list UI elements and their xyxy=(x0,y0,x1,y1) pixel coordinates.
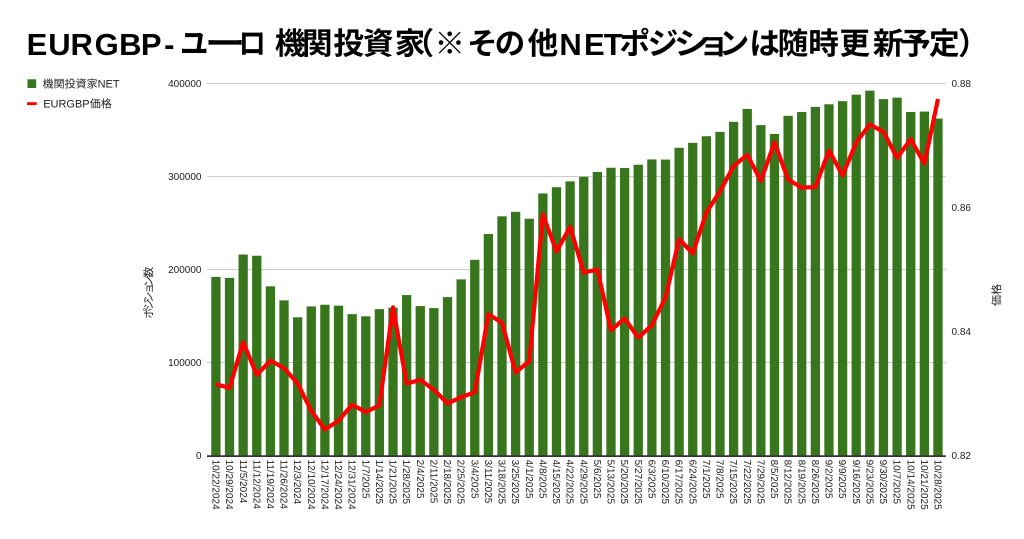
svg-text:8/26/2025: 8/26/2025 xyxy=(809,460,820,505)
svg-text:200000: 200000 xyxy=(168,265,202,276)
svg-text:7/15/2025: 7/15/2025 xyxy=(727,460,738,505)
svg-text:5/27/2025: 5/27/2025 xyxy=(632,460,643,505)
svg-text:8/19/2025: 8/19/2025 xyxy=(795,460,806,505)
svg-text:4/29/2025: 4/29/2025 xyxy=(577,460,588,505)
svg-text:10/7/2025: 10/7/2025 xyxy=(891,460,902,505)
svg-text:3/18/2025: 3/18/2025 xyxy=(496,460,507,505)
svg-text:0.86: 0.86 xyxy=(952,203,972,214)
svg-text:7/22/2025: 7/22/2025 xyxy=(741,460,752,505)
svg-text:0.82: 0.82 xyxy=(952,451,972,462)
svg-text:T: T xyxy=(604,27,623,62)
svg-text:12/10/2024: 12/10/2024 xyxy=(305,460,316,510)
svg-text:3/11/2025: 3/11/2025 xyxy=(482,460,493,504)
svg-text:0.84: 0.84 xyxy=(952,327,972,338)
svg-text:11/5/2024: 11/5/2024 xyxy=(237,460,248,504)
svg-text:9/2/2025: 9/2/2025 xyxy=(823,460,834,499)
svg-text:R: R xyxy=(71,27,93,62)
svg-text:300000: 300000 xyxy=(168,172,202,183)
svg-text:12/31/2024: 12/31/2024 xyxy=(346,460,357,510)
svg-text:9/16/2025: 9/16/2025 xyxy=(850,460,861,505)
svg-text:7/1/2025: 7/1/2025 xyxy=(700,460,711,499)
svg-text:12/3/2024: 12/3/2024 xyxy=(291,460,302,505)
svg-text:9/23/2025: 9/23/2025 xyxy=(863,460,874,505)
svg-text:10/29/2024: 10/29/2024 xyxy=(223,460,234,510)
svg-text:10/22/2024: 10/22/2024 xyxy=(210,460,221,510)
svg-text:1/21/2025: 1/21/2025 xyxy=(387,460,398,505)
svg-text:5/20/2025: 5/20/2025 xyxy=(618,460,629,505)
svg-text:6/24/2025: 6/24/2025 xyxy=(686,460,697,505)
svg-text:8/5/2025: 8/5/2025 xyxy=(768,460,779,499)
svg-text:2/25/2025: 2/25/2025 xyxy=(455,460,466,505)
svg-text:11/19/2024: 11/19/2024 xyxy=(264,460,275,510)
svg-text:100000: 100000 xyxy=(168,358,202,369)
svg-text:E: E xyxy=(584,27,605,62)
svg-text:7/8/2025: 7/8/2025 xyxy=(714,460,725,499)
svg-text:B: B xyxy=(119,27,141,62)
svg-text:-: - xyxy=(164,27,174,62)
svg-text:400000: 400000 xyxy=(168,79,202,90)
svg-text:1/7/2025: 1/7/2025 xyxy=(359,460,370,499)
svg-text:4/15/2025: 4/15/2025 xyxy=(550,460,561,505)
svg-text:10/28/2025: 10/28/2025 xyxy=(932,460,943,510)
svg-text:5/6/2025: 5/6/2025 xyxy=(591,460,602,499)
svg-text:P: P xyxy=(141,27,162,62)
svg-text:11/26/2024: 11/26/2024 xyxy=(278,460,289,510)
svg-text:4/22/2025: 4/22/2025 xyxy=(564,460,575,505)
svg-text:4/8/2025: 4/8/2025 xyxy=(536,460,547,499)
svg-text:12/24/2024: 12/24/2024 xyxy=(332,460,343,510)
svg-text:8/12/2025: 8/12/2025 xyxy=(782,460,793,505)
svg-text:3/4/2025: 3/4/2025 xyxy=(468,460,479,499)
svg-text:3/25/2025: 3/25/2025 xyxy=(509,460,520,505)
svg-text:11/12/2024: 11/12/2024 xyxy=(250,460,261,510)
svg-text:10/21/2025: 10/21/2025 xyxy=(918,460,929,510)
svg-text:4/1/2025: 4/1/2025 xyxy=(523,460,534,499)
svg-text:1/28/2025: 1/28/2025 xyxy=(400,460,411,505)
svg-text:10/14/2025: 10/14/2025 xyxy=(904,460,915,510)
svg-text:2/18/2025: 2/18/2025 xyxy=(441,460,452,505)
svg-text:G: G xyxy=(95,27,119,62)
svg-text:EURGBP: EURGBP xyxy=(43,99,89,111)
svg-text:0.88: 0.88 xyxy=(952,79,972,90)
svg-text:6/17/2025: 6/17/2025 xyxy=(673,460,684,505)
svg-text:9/30/2025: 9/30/2025 xyxy=(877,460,888,505)
svg-text:6/3/2025: 6/3/2025 xyxy=(645,460,656,499)
svg-text:2/4/2025: 2/4/2025 xyxy=(414,460,425,499)
svg-text:5/13/2025: 5/13/2025 xyxy=(605,460,616,505)
svg-text:9/9/2025: 9/9/2025 xyxy=(836,460,847,499)
svg-text:2/11/2025: 2/11/2025 xyxy=(427,460,438,504)
svg-text:7/29/2025: 7/29/2025 xyxy=(754,460,765,505)
svg-text:1/14/2025: 1/14/2025 xyxy=(373,460,384,505)
svg-text:0: 0 xyxy=(196,451,202,462)
svg-text:6/10/2025: 6/10/2025 xyxy=(659,460,670,505)
svg-text:NET: NET xyxy=(98,79,120,91)
svg-text:12/17/2024: 12/17/2024 xyxy=(318,460,329,510)
svg-text:U: U xyxy=(48,27,70,62)
svg-text:N: N xyxy=(559,27,581,62)
svg-text:E: E xyxy=(27,27,48,62)
